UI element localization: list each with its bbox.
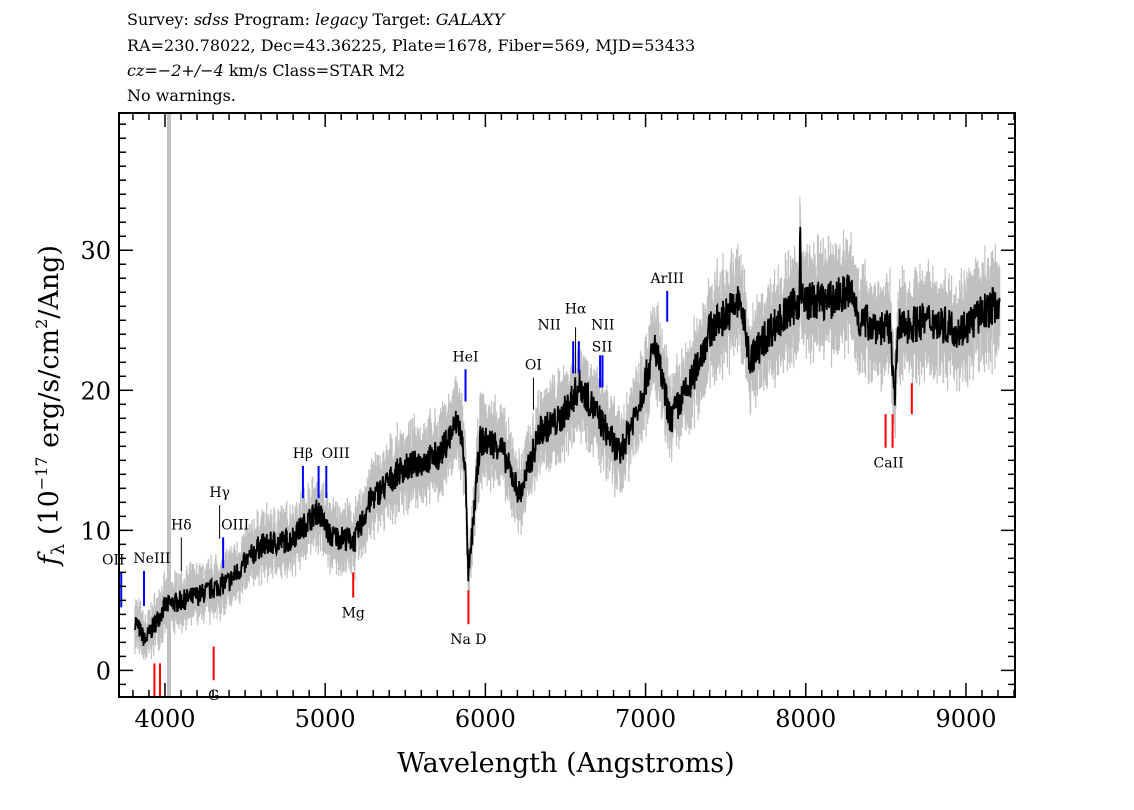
target-label: Target: [372,10,431,29]
line-label: OIII [221,517,249,533]
x-axis-label: Wavelength (Angstroms) [397,748,734,779]
line-label: NeIII [133,551,170,567]
line-label: Hβ [293,446,313,462]
y-tick-label: 10 [80,517,111,545]
y-tick-label: 20 [80,377,111,405]
cz-label: cz [127,61,145,80]
line-label: CaII [873,456,903,472]
y-tick-label: 30 [80,237,111,265]
y-axis-label: fλ (10−17 erg/s/cm2/Ang) [32,245,69,567]
header-line-coords: RA=230.78022, Dec=43.36225, Plate=1678, … [127,36,696,55]
y-tick-label: 0 [96,657,111,685]
survey-value: sdss [193,10,229,29]
line-label: Hδ [171,517,192,533]
target-value: GALAXY [435,10,505,29]
line-label: SII [592,339,613,355]
x-tick-label: 6000 [455,705,516,733]
x-tick-label: 9000 [935,705,996,733]
line-label: NII [538,317,561,333]
spectrum-line [134,226,1001,647]
line-label: OIII [322,446,350,462]
x-tick-label: 8000 [775,705,836,733]
line-label: Hγ [209,485,230,501]
line-label: Mg [342,606,365,622]
line-label: Hα [565,301,587,317]
x-tick-label: 5000 [295,705,356,733]
axes-layer: 4000 5000 6000 7000 8000 9000 0 10 20 30 [80,112,1016,733]
cz-value: =−2+/−4 [144,61,224,80]
header-line-redshift: cz=−2+/−4 km/s Class=STAR M2 [127,61,405,80]
x-tick-label: 7000 [615,705,676,733]
line-label: OII [102,552,125,568]
program-value: legacy [315,10,368,29]
error-band [134,196,1001,660]
line-label: OI [525,358,542,374]
cz-units-class: km/s Class=STAR M2 [223,61,406,80]
header-line-survey: Survey: sdss Program: legacy Target: GAL… [127,10,504,29]
spectrum-layer [134,226,1001,647]
line-label: ArIII [650,271,684,287]
program-label: Program: [233,10,310,29]
survey-label: Survey: [127,10,189,29]
header-line-warnings: No warnings. [127,86,236,105]
x-tick-label: 4000 [134,705,195,733]
line-label: NII [591,317,614,333]
line-label: HeI [452,349,478,365]
line-label: Na D [450,632,486,648]
